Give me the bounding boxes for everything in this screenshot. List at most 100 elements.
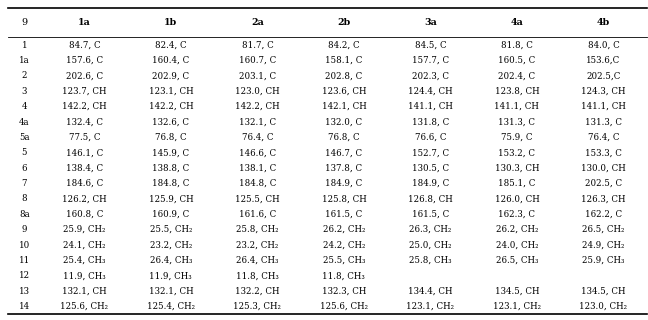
Text: 132.0, C: 132.0, C <box>325 117 362 126</box>
Text: 26.2, CH₂: 26.2, CH₂ <box>323 225 365 234</box>
Text: 1a: 1a <box>19 56 30 65</box>
Text: 160.4, C: 160.4, C <box>152 56 189 65</box>
Text: 11.9, CH₃: 11.9, CH₃ <box>63 271 106 280</box>
Text: 131.3, C: 131.3, C <box>585 117 622 126</box>
Text: 25.9, CH₃: 25.9, CH₃ <box>582 256 625 265</box>
Text: 184.9, C: 184.9, C <box>411 179 449 188</box>
Text: 134.5, CH: 134.5, CH <box>494 287 539 296</box>
Text: 157.7, C: 157.7, C <box>412 56 449 65</box>
Text: 76.4, C: 76.4, C <box>242 133 273 142</box>
Text: 185.1, C: 185.1, C <box>498 179 536 188</box>
Text: 77.5, C: 77.5, C <box>69 133 100 142</box>
Text: 123.1, CH₂: 123.1, CH₂ <box>406 302 454 311</box>
Text: 12: 12 <box>19 271 30 280</box>
Text: 4: 4 <box>21 102 27 111</box>
Text: 137.8, C: 137.8, C <box>325 164 362 173</box>
Text: 130.5, C: 130.5, C <box>412 164 449 173</box>
Text: 138.4, C: 138.4, C <box>66 164 103 173</box>
Text: 25.8, CH₃: 25.8, CH₃ <box>409 256 452 265</box>
Text: 142.2, CH: 142.2, CH <box>62 102 107 111</box>
Text: 76.6, C: 76.6, C <box>415 133 446 142</box>
Text: 160.8, C: 160.8, C <box>65 210 103 219</box>
Text: 123.0, CH₂: 123.0, CH₂ <box>579 302 627 311</box>
Text: 25.9, CH₂: 25.9, CH₂ <box>63 225 106 234</box>
Text: 26.2, CH₂: 26.2, CH₂ <box>496 225 538 234</box>
Text: 84.7, C: 84.7, C <box>69 41 100 50</box>
Text: 142.2, CH: 142.2, CH <box>148 102 193 111</box>
Text: 132.2, CH: 132.2, CH <box>235 287 280 296</box>
Text: 125.6, CH₂: 125.6, CH₂ <box>320 302 368 311</box>
Text: 123.6, CH: 123.6, CH <box>321 87 366 96</box>
Text: 25.4, CH₃: 25.4, CH₃ <box>63 256 106 265</box>
Text: 161.6, C: 161.6, C <box>238 210 276 219</box>
Text: 125.9, CH: 125.9, CH <box>148 195 193 204</box>
Text: 138.8, C: 138.8, C <box>152 164 189 173</box>
Text: 184.6, C: 184.6, C <box>65 179 103 188</box>
Text: 11: 11 <box>19 256 30 265</box>
Text: 123.0, CH: 123.0, CH <box>235 87 280 96</box>
Text: 145.9, C: 145.9, C <box>152 148 189 157</box>
Text: 132.3, CH: 132.3, CH <box>321 287 366 296</box>
Text: 153.2, C: 153.2, C <box>498 148 535 157</box>
Text: 81.8, C: 81.8, C <box>501 41 533 50</box>
Text: 125.3, CH₂: 125.3, CH₂ <box>233 302 281 311</box>
Text: 76.4, C: 76.4, C <box>588 133 619 142</box>
Text: 153.3, C: 153.3, C <box>585 148 622 157</box>
Text: 3a: 3a <box>424 18 437 27</box>
Text: 8a: 8a <box>19 210 30 219</box>
Text: 84.5, C: 84.5, C <box>415 41 446 50</box>
Text: 125.4, CH₂: 125.4, CH₂ <box>147 302 195 311</box>
Text: 123.7, CH: 123.7, CH <box>62 87 107 96</box>
Text: 134.5, CH: 134.5, CH <box>581 287 626 296</box>
Text: 132.6, C: 132.6, C <box>152 117 189 126</box>
Text: 124.3, CH: 124.3, CH <box>581 87 626 96</box>
Text: 84.2, C: 84.2, C <box>328 41 360 50</box>
Text: 202.9, C: 202.9, C <box>152 71 189 80</box>
Text: 162.3, C: 162.3, C <box>498 210 535 219</box>
Text: 82.4, C: 82.4, C <box>155 41 187 50</box>
Text: 1: 1 <box>21 41 27 50</box>
Text: 202.8, C: 202.8, C <box>325 71 362 80</box>
Text: 6: 6 <box>21 164 27 173</box>
Text: 8: 8 <box>21 195 27 204</box>
Text: 184.9, C: 184.9, C <box>325 179 362 188</box>
Text: 75.9, C: 75.9, C <box>501 133 533 142</box>
Text: 202.5, C: 202.5, C <box>585 179 622 188</box>
Text: 202.5,C: 202.5,C <box>586 71 621 80</box>
Text: 4a: 4a <box>511 18 524 27</box>
Text: 126.0, CH: 126.0, CH <box>494 195 539 204</box>
Text: 26.5, CH₃: 26.5, CH₃ <box>496 256 538 265</box>
Text: 26.4, CH₃: 26.4, CH₃ <box>150 256 192 265</box>
Text: 124.4, CH: 124.4, CH <box>408 87 453 96</box>
Text: 25.0, CH₂: 25.0, CH₂ <box>409 241 452 250</box>
Text: 3: 3 <box>22 87 27 96</box>
Text: 130.0, CH: 130.0, CH <box>581 164 626 173</box>
Text: 160.7, C: 160.7, C <box>238 56 276 65</box>
Text: 24.9, CH₂: 24.9, CH₂ <box>583 241 625 250</box>
Text: 134.4, CH: 134.4, CH <box>408 287 453 296</box>
Text: 132.1, CH: 132.1, CH <box>62 287 107 296</box>
Text: 141.1, CH: 141.1, CH <box>581 102 626 111</box>
Text: 23.2, CH₂: 23.2, CH₂ <box>237 241 279 250</box>
Text: 123.1, CH: 123.1, CH <box>148 87 193 96</box>
Text: 132.1, C: 132.1, C <box>239 117 276 126</box>
Text: 26.5, CH₂: 26.5, CH₂ <box>583 225 625 234</box>
Text: 4a: 4a <box>19 117 30 126</box>
Text: 132.1, CH: 132.1, CH <box>148 287 193 296</box>
Text: 11.8, CH₃: 11.8, CH₃ <box>323 271 365 280</box>
Text: 146.1, C: 146.1, C <box>65 148 103 157</box>
Text: 2a: 2a <box>251 18 264 27</box>
Text: 202.3, C: 202.3, C <box>412 71 449 80</box>
Text: 84.0, C: 84.0, C <box>588 41 619 50</box>
Text: 202.4, C: 202.4, C <box>498 71 535 80</box>
Text: 126.2, CH: 126.2, CH <box>62 195 107 204</box>
Text: 2b: 2b <box>337 18 351 27</box>
Text: 184.8, C: 184.8, C <box>238 179 276 188</box>
Text: 76.8, C: 76.8, C <box>155 133 187 142</box>
Text: 158.1, C: 158.1, C <box>325 56 363 65</box>
Text: 125.6, CH₂: 125.6, CH₂ <box>60 302 108 311</box>
Text: 25.5, CH₃: 25.5, CH₃ <box>323 256 365 265</box>
Text: 123.1, CH₂: 123.1, CH₂ <box>493 302 541 311</box>
Text: 138.1, C: 138.1, C <box>238 164 276 173</box>
Text: 11.9, CH₃: 11.9, CH₃ <box>150 271 192 280</box>
